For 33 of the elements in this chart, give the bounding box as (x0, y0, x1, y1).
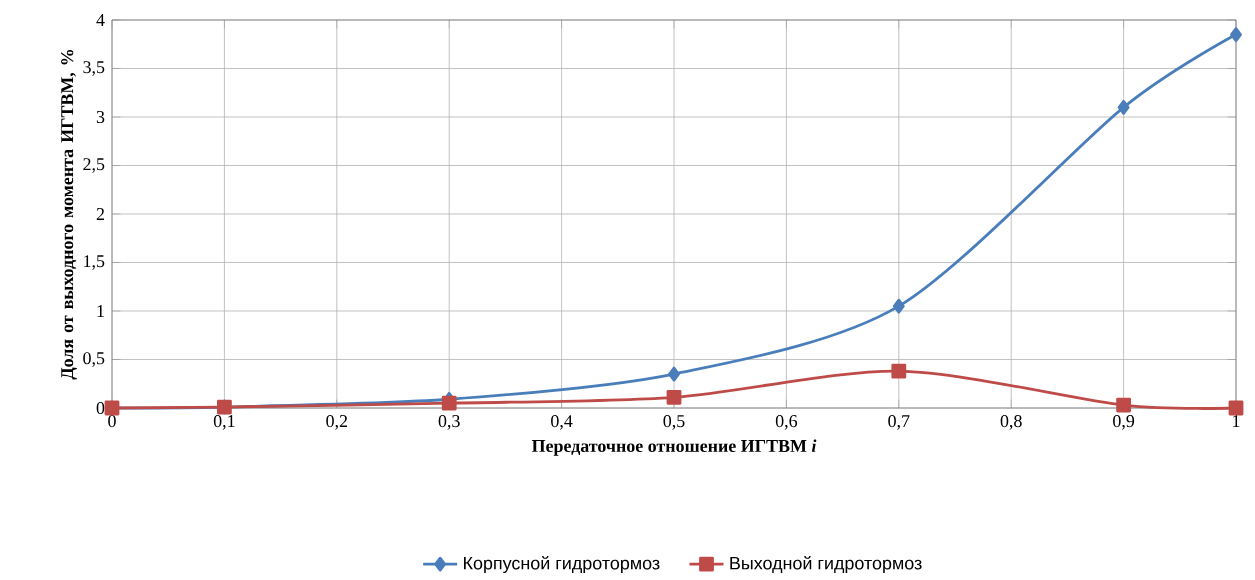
x-axis-title: Передаточное отношение ИГТВМ i (531, 439, 817, 456)
point (668, 366, 680, 382)
point (666, 389, 682, 405)
point (891, 363, 907, 379)
y-tick-label: 2 (96, 207, 104, 220)
point (1117, 99, 1130, 115)
y-tick-label: 2,5 (83, 158, 105, 173)
x-tick-label: 0,4 (551, 414, 573, 430)
y-tick-label: 1,5 (84, 255, 105, 270)
x-tick-label: 0,5 (663, 414, 685, 430)
y-tick-label: 4 (96, 13, 105, 26)
y-tick-label: 0 (96, 401, 105, 414)
x-tick-label: 0 (108, 414, 116, 427)
x-tick-label: 0,3 (438, 414, 460, 430)
point (892, 298, 905, 314)
legend-label: Выходной гидротормоз (730, 555, 922, 573)
x-tick-label: 0,8 (1000, 414, 1022, 430)
x-tick-label: 0,7 (888, 414, 910, 430)
point (1228, 400, 1244, 416)
x-tick-label: 0,1 (213, 414, 235, 430)
x-tick-label: 1 (1233, 414, 1240, 427)
x-tick-label: 0,2 (326, 414, 348, 430)
point (1116, 397, 1132, 413)
y-axis-title: Доля от выходного момента ИГТВМ, % (61, 49, 77, 380)
y-tick-label: 3 (96, 110, 105, 123)
x-tick-label: 0,9 (1113, 414, 1135, 430)
y-tick-label: 0,5 (83, 351, 105, 367)
point (441, 395, 457, 411)
y-tick-label: 3,5 (83, 61, 105, 76)
point (1230, 27, 1242, 42)
legend-label: Корпусной гидротормоз (464, 555, 660, 573)
y-tick-label: 1 (97, 304, 104, 317)
x-tick-label: 0,6 (775, 414, 798, 430)
